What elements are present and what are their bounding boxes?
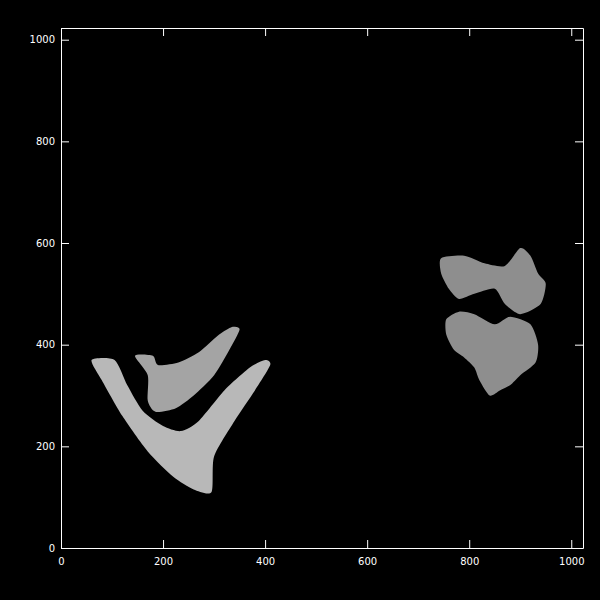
tick: 200: [36, 441, 69, 452]
y-axis-right: [575, 29, 584, 549]
y-axis: 0 200 400 600 800 1000: [30, 29, 69, 554]
tick-mark: [571, 540, 572, 548]
tick-mark: [575, 446, 583, 447]
region: [445, 312, 538, 396]
region: [440, 248, 546, 314]
tick-mark: [61, 243, 69, 244]
tick-label: 800: [36, 136, 55, 147]
tick: 600: [358, 540, 377, 567]
tick-label: 400: [256, 556, 275, 567]
tick: 400: [36, 339, 69, 350]
image-regions: [91, 248, 545, 494]
background: [0, 0, 600, 600]
tick: 800: [460, 540, 479, 567]
tick-mark: [469, 28, 470, 36]
axis-line: [62, 548, 584, 549]
tick: 1000: [559, 540, 584, 567]
region: [135, 327, 240, 412]
tick-mark: [265, 28, 266, 36]
tick: [575, 141, 583, 142]
tick: 200: [154, 540, 173, 567]
tick: [265, 28, 266, 36]
tick-label: 0: [58, 556, 64, 567]
tick-mark: [61, 141, 69, 142]
tick: [571, 28, 572, 36]
tick: [367, 28, 368, 36]
x-axis: 0 200 400 600 800 1000: [58, 540, 584, 567]
tick-mark: [575, 243, 583, 244]
tick-label: 0: [49, 543, 55, 554]
tick-mark: [61, 548, 69, 549]
tick-mark: [61, 345, 69, 346]
tick-mark: [163, 540, 164, 548]
tick: 0: [49, 543, 69, 554]
tick: [469, 28, 470, 36]
tick: [575, 345, 583, 346]
tick-mark: [575, 141, 583, 142]
tick: [575, 446, 583, 447]
tick-mark: [163, 28, 164, 36]
tick-label: 600: [36, 238, 55, 249]
tick: [575, 40, 583, 41]
tick: 400: [256, 540, 275, 567]
tick: 800: [36, 136, 69, 147]
tick-label: 1000: [559, 556, 584, 567]
tick-label: 1000: [30, 34, 55, 45]
tick-mark: [469, 540, 470, 548]
x-axis-top: [62, 28, 584, 36]
chart: 0 200 400 600 800 1000 0 200 400 600 800 1000: [0, 0, 600, 600]
tick-mark: [265, 540, 266, 548]
axis-line: [583, 29, 584, 549]
tick: [163, 28, 164, 36]
tick-mark: [61, 446, 69, 447]
tick-mark: [367, 28, 368, 36]
tick-mark: [61, 40, 69, 41]
tick: [575, 548, 583, 549]
tick-label: 400: [36, 339, 55, 350]
tick: 600: [36, 238, 69, 249]
tick-mark: [367, 540, 368, 548]
tick-label: 600: [358, 556, 377, 567]
axis-line: [62, 28, 584, 29]
tick: [575, 243, 583, 244]
tick-label: 200: [36, 441, 55, 452]
tick-label: 200: [154, 556, 173, 567]
axis-line: [61, 29, 62, 549]
tick-mark: [571, 28, 572, 36]
tick-label: 800: [460, 556, 479, 567]
tick-mark: [575, 548, 583, 549]
tick-mark: [575, 40, 583, 41]
tick: 1000: [30, 34, 69, 45]
tick-mark: [575, 345, 583, 346]
